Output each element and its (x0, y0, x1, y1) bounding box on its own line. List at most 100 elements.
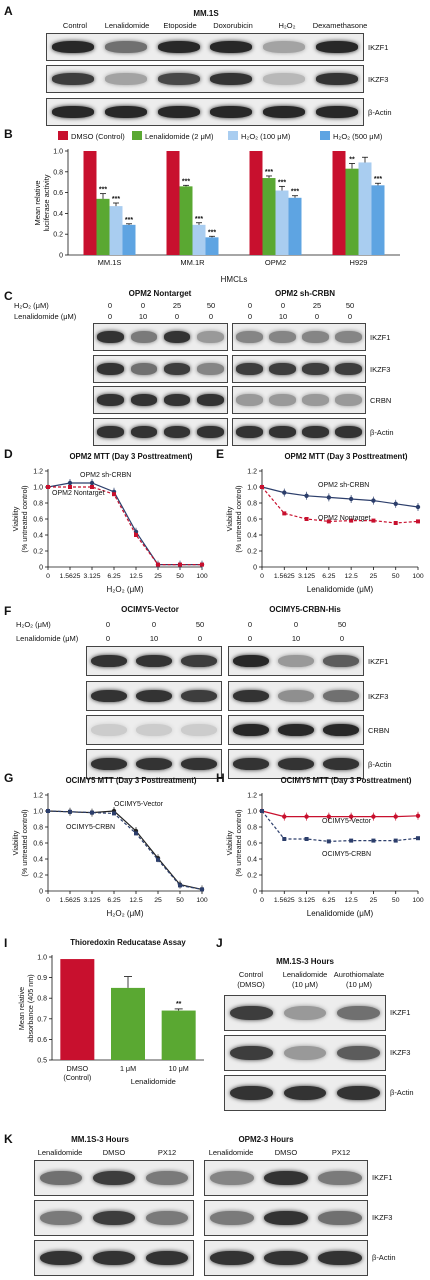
blot-f-left-actin (86, 749, 222, 779)
c-len-value: 0 (208, 312, 214, 321)
blot-band (236, 363, 263, 375)
bar (161, 1010, 196, 1060)
blot-band (302, 394, 329, 406)
category-label: OPM2 (265, 258, 286, 267)
y-tick-label: 0.6 (53, 190, 63, 197)
lane-label-a-4: H₂O₂ (278, 21, 296, 30)
legend-label: H₂O₂ (100 μM) (241, 132, 291, 141)
lane-label-j-0: (DMSO) (237, 980, 265, 989)
panel-a-title: MM.1S (193, 9, 219, 18)
y-tick-label: 0.9 (37, 975, 47, 982)
blot-band (230, 1045, 273, 1061)
blot-band (91, 654, 128, 668)
y-axis-label-line: Viability (225, 506, 234, 531)
blot-band (91, 723, 128, 737)
c-len-value: 10 (278, 312, 288, 321)
series-line (261, 810, 419, 843)
row-label-c-crbn: CRBN (370, 396, 392, 405)
series-label: OPM2 sh-CRBN (318, 482, 369, 489)
f-h2o2-value: 50 (195, 620, 205, 629)
bar (371, 185, 385, 255)
blot-band (230, 1005, 273, 1021)
blot-c-right-ikzf3 (232, 355, 366, 383)
x-tick-label: 25 (154, 897, 162, 904)
blot-j-actin (224, 1075, 386, 1111)
y-tick-label: 0 (253, 565, 257, 572)
blot-band (335, 394, 362, 406)
y-axis-label: Mean relativeabsorbance (405 nm) (17, 974, 35, 1042)
lane-label-a-1: Lenalidomide (104, 21, 150, 30)
blot-j-ikzf1 (224, 995, 386, 1031)
blot-band (236, 394, 263, 406)
significance-mark: *** (125, 217, 133, 224)
panel-letter-h: H (216, 771, 225, 785)
category-label: 10 μM (169, 1064, 189, 1073)
c-h2o2-value: 0 (107, 301, 113, 310)
significance-mark: *** (195, 216, 203, 223)
y-tick-label: 1.2 (33, 469, 43, 476)
x-tick-label: 12.5 (129, 897, 142, 904)
y-axis-label: Mean relativeluciferase activity (33, 174, 51, 231)
c-h2o2-value: 25 (172, 301, 182, 310)
panel-c-title-left: OPM2 Nontarget (128, 289, 192, 298)
lane-label-k-3: Lenalidomide (208, 1148, 254, 1157)
f-len-value: 0 (197, 634, 203, 643)
bar (192, 224, 206, 255)
y-tick-label: 0.5 (37, 1058, 47, 1065)
x-tick-label: 6.25 (107, 897, 120, 904)
blot-band (210, 1170, 254, 1186)
y-axis-label-line: Viability (11, 506, 20, 531)
y-tick-label: 0 (253, 889, 257, 896)
data-point (46, 485, 50, 489)
bar (111, 987, 145, 1060)
panel-c-h2o2-label: H₂O₂ (μM) (14, 301, 49, 310)
row-label-ikzf3: IKZF3 (368, 75, 389, 84)
y-axis-label-line: Viability (225, 830, 234, 855)
y-axis-label-line: (% untreated control) (20, 809, 29, 876)
row-label-ikzf1: IKZF1 (368, 43, 389, 52)
lane-label-a-3: Doxorubicin (213, 21, 253, 30)
x-tick-label: 6.25 (322, 897, 335, 904)
legend-label: DMSO (Control) (71, 132, 125, 141)
significance-mark: *** (291, 189, 299, 196)
lane-label-j-2: (10 μM) (346, 980, 372, 989)
blot-band (233, 654, 270, 668)
blot-band (278, 689, 314, 703)
y-axis-label-line: (% untreated control) (20, 485, 29, 552)
blot-band (145, 1250, 188, 1266)
blot-band (262, 106, 306, 118)
chart-g-ocimy5-h2o2: OCIMY5 MTT (Day 3 Posttreatment) 0 0.2 0.4 0… (11, 776, 208, 918)
blot-band (322, 654, 359, 668)
blot-band (233, 723, 270, 737)
lane-label-a-5: Dexamethasone (312, 21, 368, 30)
blot-band (97, 426, 124, 438)
blot-band (91, 689, 128, 703)
blot-band (322, 689, 359, 703)
y-tick-label: 0.8 (33, 825, 43, 832)
chart-e-opm2-lenalidomide: OPM2 MTT (Day 3 Posttreatment) 0 0.2 0.4 0.6… (225, 452, 424, 594)
bar (262, 178, 276, 255)
y-tick-label: 0.6 (247, 841, 257, 848)
blot-band (337, 1005, 380, 1021)
data-point (371, 838, 376, 843)
x-tick-label: 50 (392, 897, 400, 904)
blot-band (283, 1005, 327, 1021)
y-tick-label: 1.0 (33, 809, 43, 816)
blot-band (210, 73, 253, 85)
blot-band (233, 757, 270, 771)
bar (109, 206, 123, 255)
blot-band (97, 394, 124, 406)
f-len-value: 10 (291, 634, 301, 643)
blot-band (180, 757, 217, 771)
category-label: H929 (350, 258, 368, 267)
data-point (371, 518, 376, 523)
blot-band (157, 106, 200, 118)
y-tick-label: 1.0 (53, 149, 63, 156)
y-axis-label-line: Mean relative (33, 180, 42, 225)
blot-band (52, 41, 95, 53)
lane-label-a-0: Control (62, 21, 88, 30)
x-axis-title: H₂O₂ (μM) (106, 909, 143, 918)
blot-band (52, 73, 95, 85)
blot-c-left-crbn (93, 386, 228, 414)
data-point (349, 838, 354, 843)
